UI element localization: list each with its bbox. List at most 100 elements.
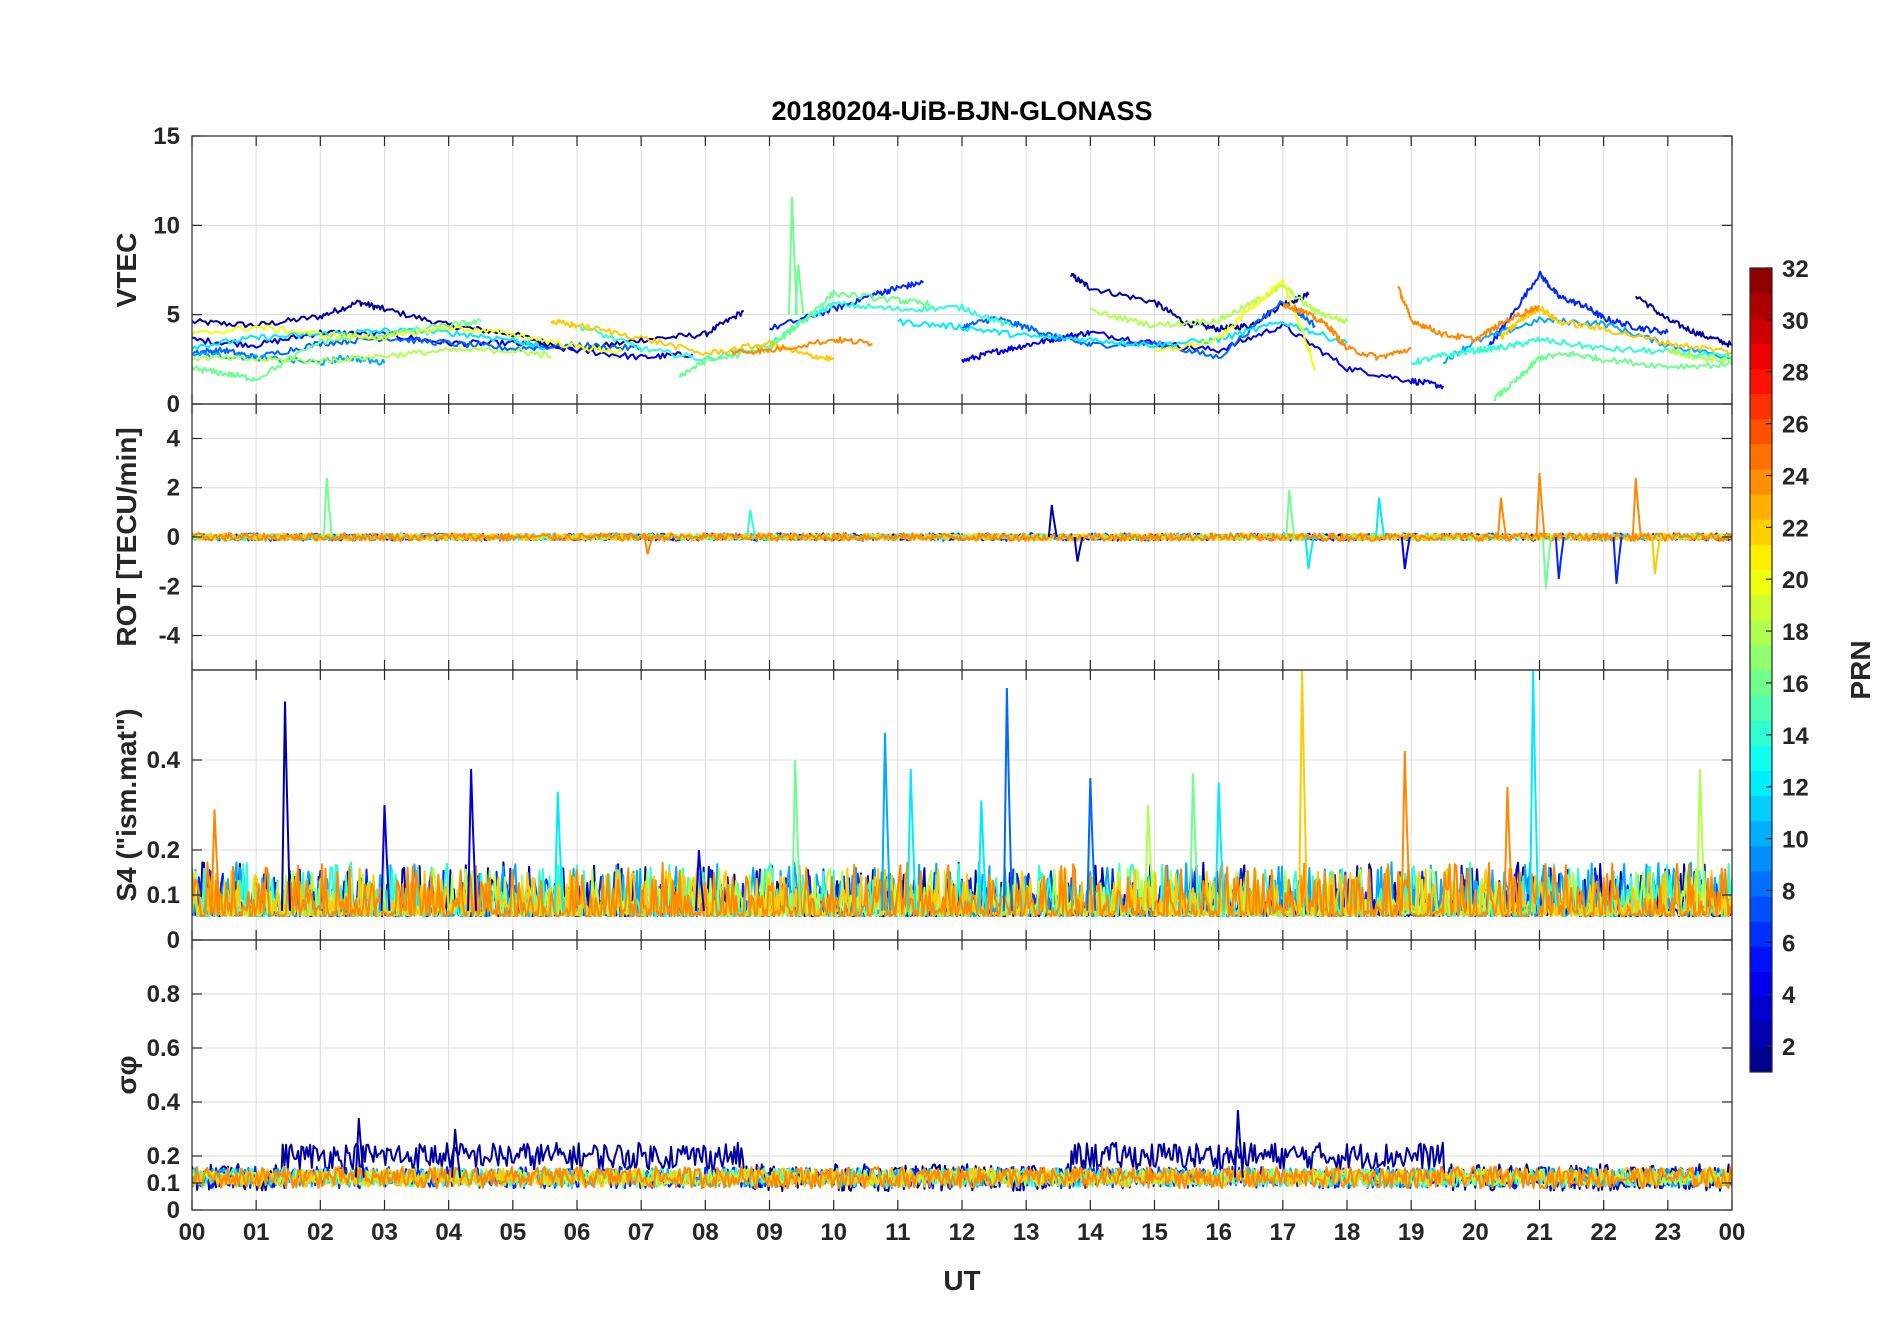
- vtec-series-prn-14: [1411, 336, 1732, 366]
- colorbar-tick-label: 18: [1782, 619, 1809, 646]
- colorbar-swatch: [1750, 343, 1772, 369]
- rot-y-tick-label: -4: [159, 623, 181, 650]
- vtec-series-prn-24: [1397, 285, 1541, 344]
- x-tick-label: 02: [307, 1219, 334, 1246]
- rot-spike: [746, 509, 757, 538]
- vtec-y-tick-label: 5: [167, 302, 180, 329]
- s4-spike: [467, 768, 478, 911]
- vtec-series-prn-22: [550, 319, 835, 362]
- colorbar-tick-label: 4: [1782, 982, 1796, 1009]
- colorbar-tick-label: 2: [1782, 1034, 1795, 1061]
- panel-vtec: 0 5 10 15 VTEC: [111, 123, 1733, 418]
- colorbar-swatch: [1750, 469, 1772, 495]
- rot-spike: [643, 536, 654, 555]
- sigma-y-tick-label: 0.6: [147, 1035, 180, 1062]
- x-tick-label: 07: [628, 1219, 655, 1246]
- colorbar-swatch: [1750, 871, 1772, 897]
- vtec-series-group: [192, 196, 1732, 402]
- colorbar-swatch: [1750, 318, 1772, 344]
- colorbar-swatch: [1750, 594, 1772, 621]
- vtec-series-prn-20: [1154, 278, 1316, 371]
- vtec-series-prn-20: [192, 324, 623, 355]
- s4-spike: [1695, 768, 1706, 911]
- s4-spike: [380, 804, 391, 911]
- sigma-y-tick-label: 0.2: [147, 1143, 180, 1170]
- s4-spike: [1214, 782, 1225, 911]
- vtec-series-prn-16: [678, 289, 931, 378]
- x-tick-label: 23: [1654, 1219, 1681, 1246]
- colorbar-swatch: [1750, 569, 1772, 596]
- colorbar-swatch: [1750, 494, 1772, 520]
- s4-spike: [977, 800, 988, 911]
- vtec-y-tick-label: 0: [167, 391, 180, 418]
- vtec-series-prn-2: [1070, 272, 1310, 333]
- colorbar-swatch: [1750, 720, 1772, 746]
- sigma-y-tick-label: 0.1: [147, 1170, 180, 1197]
- colorbar-swatch: [1750, 368, 1772, 395]
- rot-spike: [1497, 497, 1507, 538]
- sigma-y-tick-label: 0.4: [147, 1089, 181, 1116]
- colorbar-swatch: [1750, 1021, 1772, 1048]
- s4-spike: [906, 768, 917, 911]
- vtec-series-prn-12: [192, 327, 546, 351]
- s4-spike: [281, 701, 291, 911]
- s4-spike: [1002, 687, 1013, 911]
- x-tick-label: 15: [1141, 1219, 1168, 1246]
- x-tick-label: 13: [1013, 1219, 1040, 1246]
- x-tick-labels: 00 01 02 03 04 05 06 07 08 09 10 11 12 13 14 15 16 17 18 19…: [179, 1219, 1746, 1246]
- sigma-series-prn-2: [192, 1141, 1732, 1193]
- colorbar-swatch: [1750, 544, 1772, 570]
- rot-spike: [1631, 477, 1642, 538]
- sigma-series-group: [192, 1110, 1732, 1193]
- s4-spike: [1529, 670, 1540, 911]
- vtec-series-prn-24: [730, 336, 873, 356]
- sigma-spike: [1233, 1110, 1244, 1178]
- rot-spike: [1400, 536, 1411, 570]
- colorbar-tick-label: 30: [1782, 308, 1809, 335]
- colorbar-tick-label: 28: [1782, 360, 1809, 387]
- chart-title: 20180204-UiB-BJN-GLONASS: [771, 96, 1152, 126]
- rot-y-tick-label: 2: [167, 475, 180, 502]
- panel-s4: 0 0.1 0.2 0.4S4 ("ism.mat"): [111, 669, 1733, 954]
- s4-y-tick-label: 0: [167, 927, 180, 954]
- rot-spike: [1375, 497, 1386, 538]
- s4-spike: [1086, 777, 1097, 911]
- colorbar-swatch: [1750, 946, 1772, 972]
- colorbar-tick-label: 14: [1782, 723, 1809, 750]
- x-tick-label: 14: [1077, 1219, 1104, 1246]
- x-tick-label: 04: [435, 1219, 462, 1246]
- s4-spike: [1400, 750, 1411, 911]
- rot-spike: [1541, 536, 1552, 589]
- s4-spike: [1503, 786, 1514, 911]
- colorbar-tick-label: 12: [1782, 775, 1809, 802]
- rot-y-tick-label: -2: [159, 573, 180, 600]
- colorbar-swatch: [1750, 921, 1772, 947]
- colorbar-swatch: [1750, 820, 1772, 847]
- x-tick-label: 08: [692, 1219, 719, 1246]
- rot-y-tick-label: 0: [167, 524, 180, 551]
- rot-series-group: [192, 472, 1732, 589]
- vtec-y-axis-label: VTEC: [111, 233, 142, 308]
- vtec-series-prn-6: [1487, 270, 1669, 348]
- x-tick-label: 03: [371, 1219, 398, 1246]
- s4-y-tick-label: 0.4: [147, 747, 181, 774]
- colorbar-swatch: [1750, 268, 1772, 294]
- x-tick-label: 20: [1462, 1219, 1489, 1246]
- x-tick-label: 09: [756, 1219, 783, 1246]
- vtec-series-prn-18: [1089, 284, 1348, 329]
- colorbar-tick-label: 22: [1782, 515, 1809, 542]
- colorbar-swatch: [1750, 971, 1772, 998]
- colorbar-swatch: [1750, 845, 1772, 872]
- x-tick-label: 12: [949, 1219, 976, 1246]
- colorbar-tick-label: 8: [1782, 878, 1795, 905]
- s4-y-tick-label: 0.2: [147, 837, 180, 864]
- vtec-series-prn-18: [192, 346, 553, 365]
- colorbar-swatch: [1750, 695, 1772, 721]
- s4-series-group: [192, 670, 1732, 918]
- s4-series-prn-24: [192, 861, 1732, 918]
- colorbar-swatch: [1750, 670, 1772, 696]
- s4-spike: [694, 849, 705, 911]
- vtec-series-prn-8: [961, 300, 1316, 360]
- vtec-series-prn-16: [1493, 350, 1732, 402]
- sigma-y-tick-label: 0: [167, 1197, 180, 1224]
